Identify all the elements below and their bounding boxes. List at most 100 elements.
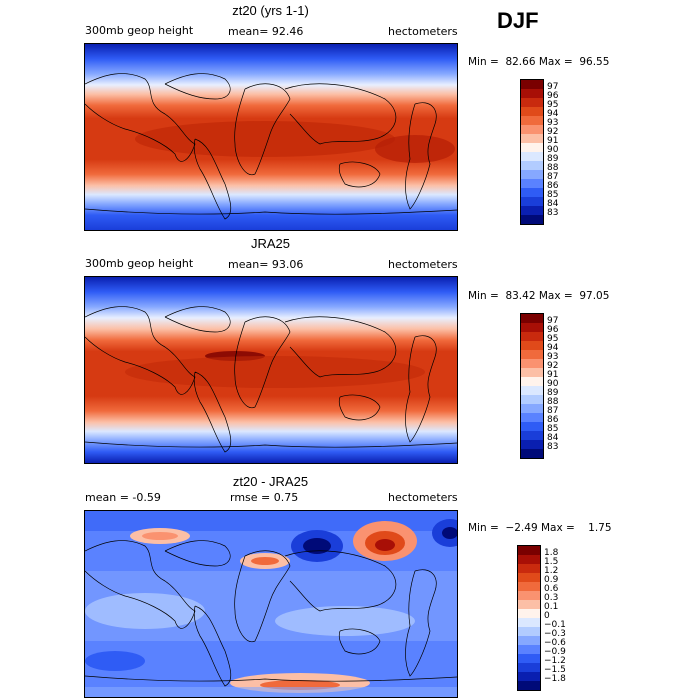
colorbar-swatch (521, 143, 543, 152)
colorbar-swatch (521, 359, 543, 368)
colorbar-swatch (518, 573, 540, 582)
panel3-title: zt20 - JRA25 (232, 474, 309, 489)
colorbar-swatch (521, 395, 543, 404)
colorbar-label: 1.5 (544, 557, 559, 567)
colorbar-label: 93 (547, 118, 559, 128)
colorbar-swatch (518, 546, 540, 555)
panel2-title: JRA25 (250, 236, 291, 251)
colorbar-swatch (518, 564, 540, 573)
colorbar-swatch (518, 609, 540, 618)
panel3-mean-label: mean = -0.59 (85, 491, 161, 504)
colorbar-label: 88 (547, 163, 559, 173)
colorbar-swatch (518, 591, 540, 600)
colorbar-label: 95 (547, 100, 559, 110)
colorbar-label: 96 (547, 325, 559, 335)
colorbar-label: 1.8 (544, 548, 559, 558)
colorbar-label: 94 (547, 343, 559, 353)
colorbar-label: 97 (547, 316, 559, 326)
colorbar-label: 87 (547, 172, 559, 182)
colorbar-swatch (521, 323, 543, 332)
colorbar-swatch (521, 377, 543, 386)
colorbar-swatch (518, 654, 540, 663)
colorbar-label: 93 (547, 352, 559, 362)
colorbar-swatch (518, 645, 540, 654)
colorbar-swatch (521, 179, 543, 188)
colorbar-swatch (521, 125, 543, 134)
panel3-map (84, 510, 458, 698)
colorbar-swatch (518, 627, 540, 636)
colorbar-swatch (521, 332, 543, 341)
colorbar-swatch (521, 386, 543, 395)
colorbar-label: 89 (547, 388, 559, 398)
colorbar-label: −1.5 (544, 665, 566, 675)
colorbar-label: 0.9 (544, 575, 559, 585)
colorbar-label: −0.6 (544, 638, 566, 648)
colorbar-swatch (518, 600, 540, 609)
panel3-min-max: Min = −2.49 Max = 1.75 (468, 522, 612, 534)
panel1-variable-label: 300mb geop height (85, 24, 194, 37)
colorbar-label: 0.6 (544, 584, 559, 594)
panel2-colorbar-swatches (520, 313, 544, 459)
colorbar-label: 92 (547, 127, 559, 137)
colorbar-swatch (521, 170, 543, 179)
colorbar-swatch (518, 582, 540, 591)
panel3-units-label: hectometers (388, 491, 458, 504)
colorbar-label: 86 (547, 181, 559, 191)
colorbar-label: 92 (547, 361, 559, 371)
colorbar-swatch (521, 413, 543, 422)
panel2-map (84, 276, 458, 464)
colorbar-label: −0.1 (544, 620, 566, 630)
colorbar-swatch (521, 80, 543, 89)
panel2-variable-label: 300mb geop height (85, 257, 194, 270)
colorbar-swatch (521, 368, 543, 377)
colorbar-swatch (518, 636, 540, 645)
panel2-min-max: Min = 83.42 Max = 97.05 (468, 290, 610, 302)
panel1-map (84, 43, 458, 231)
colorbar-label: 89 (547, 154, 559, 164)
colorbar-swatch (521, 431, 543, 440)
colorbar-swatch (521, 116, 543, 125)
colorbar-label: −0.9 (544, 647, 566, 657)
colorbar-label: 88 (547, 397, 559, 407)
colorbar-swatch (521, 89, 543, 98)
panel3-colorbar-swatches (517, 545, 541, 691)
colorbar-label: 83 (547, 442, 559, 452)
colorbar-swatch (521, 341, 543, 350)
colorbar-label: −1.8 (544, 674, 566, 684)
panel1-title: zt20 (yrs 1-1) (232, 3, 309, 18)
panel1-mean-label: mean= 92.46 (228, 25, 304, 38)
colorbar-swatch (521, 197, 543, 206)
colorbar-label: 90 (547, 145, 559, 155)
colorbar-label: −0.3 (544, 629, 566, 639)
colorbar-swatch (518, 618, 540, 627)
panel2-units-label: hectometers (388, 258, 458, 271)
panel3-rmse-label: rmse = 0.75 (230, 491, 299, 504)
colorbar-swatch (521, 98, 543, 107)
colorbar-swatch (521, 449, 543, 458)
colorbar-swatch (521, 404, 543, 413)
colorbar-swatch (521, 107, 543, 116)
colorbar-swatch (521, 188, 543, 197)
colorbar-label: 84 (547, 433, 559, 443)
colorbar-label: 85 (547, 424, 559, 434)
colorbar-swatch (518, 555, 540, 564)
colorbar-label: 86 (547, 415, 559, 425)
colorbar-swatch (521, 161, 543, 170)
colorbar-label: 90 (547, 379, 559, 389)
colorbar-label: 91 (547, 370, 559, 380)
colorbar-swatch (521, 422, 543, 431)
season-label: DJF (497, 8, 539, 33)
colorbar-label: 83 (547, 208, 559, 218)
colorbar-label: 1.2 (544, 566, 559, 576)
colorbar-label: 91 (547, 136, 559, 146)
panel1-min-max: Min = 82.66 Max = 96.55 (468, 56, 610, 68)
panel1-colorbar-swatches (520, 79, 544, 225)
panel1-units-label: hectometers (388, 25, 458, 38)
colorbar-swatch (518, 681, 540, 690)
colorbar-swatch (518, 663, 540, 672)
colorbar-swatch (521, 215, 543, 224)
colorbar-swatch (518, 672, 540, 681)
colorbar-label: 96 (547, 91, 559, 101)
colorbar-label: 0 (544, 611, 550, 621)
colorbar-label: 97 (547, 82, 559, 92)
